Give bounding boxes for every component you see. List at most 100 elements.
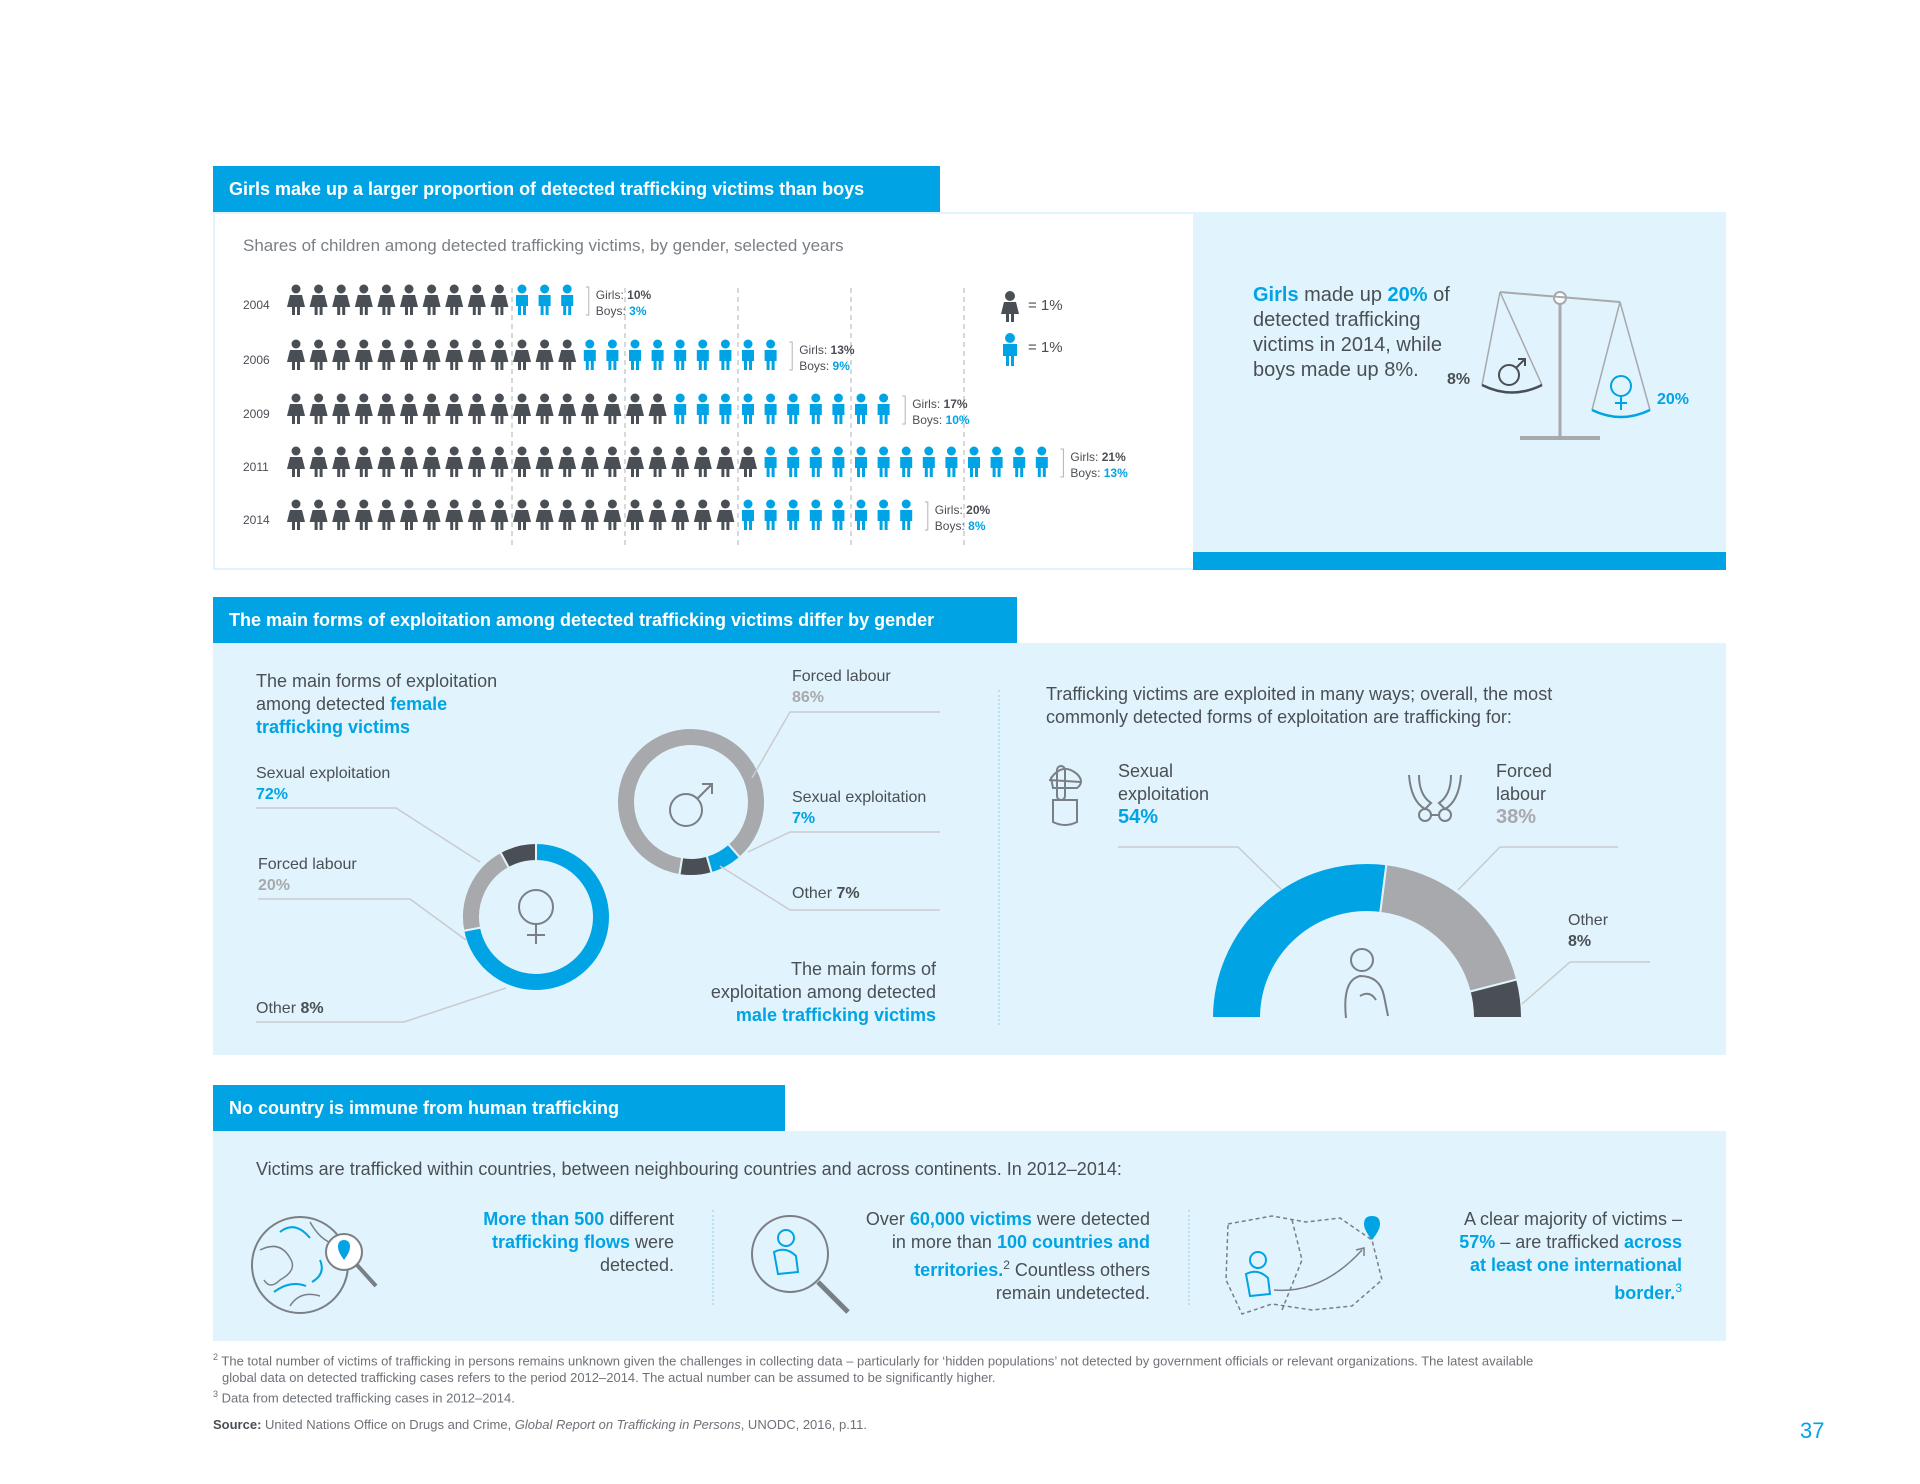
magnifier-person-icon (751, 1215, 850, 1314)
seated-person-body (1344, 974, 1389, 1019)
boys-value-label: Boys: 8% (935, 519, 986, 533)
section3-header: No country is immune from human traffick… (213, 1085, 785, 1131)
border-b4: border. (1614, 1283, 1676, 1303)
year-label-2014: 2014 (243, 513, 270, 527)
boy-icon (719, 393, 732, 424)
footnotes: 2 The total number of victims of traffic… (213, 1349, 1733, 1433)
year-label-2011: 2011 (243, 460, 269, 474)
girl-icon (558, 446, 577, 477)
girl-icon (535, 339, 554, 370)
girl-icon (309, 339, 328, 370)
overall-sexual-label2: exploitation (1118, 784, 1210, 804)
boy-icon (787, 446, 800, 477)
girl-icon (490, 499, 509, 530)
girl-icon (377, 446, 396, 477)
legend-girl-label: = 1% (1028, 297, 1063, 314)
flows-t1: different (604, 1209, 674, 1229)
victims-t5: remain undetected. (995, 1283, 1150, 1303)
row-bracket (902, 395, 906, 425)
male-other-pct: 7% (836, 885, 860, 902)
girl-icon (287, 284, 305, 315)
fn2-mark: 2 (213, 1352, 219, 1362)
boy-icon (764, 446, 777, 477)
girl-icon (513, 446, 531, 477)
row-bracket (1060, 448, 1064, 478)
overall-sexual: Sexual exploitation 54% (1118, 760, 1209, 829)
girl-icon (287, 499, 305, 530)
girl-icon (354, 446, 373, 477)
boy-icon (809, 446, 822, 477)
girl-icon (535, 393, 554, 424)
male-forced-label: Forced labour (792, 668, 891, 685)
source-label: Source: (213, 1416, 262, 1432)
overall-forced-label1: Forced (1496, 761, 1553, 781)
border-text: A clear majority of victims – 57% – are … (1380, 1208, 1682, 1305)
girl-icon (309, 284, 328, 315)
boy-icon (1035, 446, 1048, 477)
girl-icon (377, 284, 396, 315)
female-title-line1: The main forms of exploitation (256, 671, 498, 691)
scale-girls-pct: 20% (1657, 391, 1690, 408)
boy-icon (787, 499, 800, 530)
boy-icon (968, 446, 980, 477)
victims-t2: were detected (1031, 1209, 1150, 1229)
row-bracket (924, 501, 929, 531)
girls-value-label: Girls: 20% (935, 503, 991, 517)
overall-leader-line-0 (1118, 846, 1283, 891)
girl-icon (513, 499, 531, 530)
boy-icon (900, 446, 913, 477)
legend-boy-label: = 1% (1028, 339, 1063, 356)
callout-text: Girls made up 20% of detected traffickin… (1253, 283, 1453, 383)
female-other-pct: 8% (300, 1000, 324, 1017)
overall-sexual-pct: 54% (1118, 806, 1159, 828)
victims-t1: Over (865, 1209, 910, 1229)
flows-t2: were (629, 1232, 674, 1252)
girl-icon (377, 339, 396, 370)
male-forced-pct: 86% (792, 689, 825, 706)
legend-girl-icon (1001, 291, 1019, 322)
girl-icon (354, 284, 373, 315)
victims-t3: in more than (891, 1232, 997, 1252)
girl-icon (693, 446, 712, 477)
chart-subtitle: Shares of children among detected traffi… (243, 236, 844, 255)
male-slice-other (678, 854, 713, 877)
girl-icon (332, 284, 351, 315)
girl-icon (671, 446, 690, 477)
girl-icon (716, 446, 735, 477)
pictogram-row-2014 (287, 499, 913, 530)
boy-icon (877, 393, 890, 424)
girl-icon (648, 499, 667, 530)
male-other: Other 7% (792, 885, 860, 903)
row-bracket (789, 341, 793, 371)
girl-icon (648, 393, 667, 424)
boy-icon (696, 339, 709, 370)
girl-icon (400, 499, 418, 530)
fn2-line2: global data on detected trafficking case… (222, 1370, 996, 1386)
male-title-line1: The main forms of (790, 959, 936, 979)
scale-boys-pct: 8% (1447, 371, 1471, 388)
overall-other-label: Other (1568, 912, 1609, 929)
girls-value-label: Girls: 21% (1070, 450, 1126, 464)
boy-icon (809, 499, 822, 530)
section3-intro: Victims are trafficked within countries,… (256, 1159, 1122, 1179)
border-b3: at least one international (1469, 1255, 1682, 1275)
pictogram-row-2009 (287, 393, 890, 424)
girl-icon (467, 499, 486, 530)
male-leader-line-2 (719, 865, 940, 911)
girl-icon (513, 339, 531, 370)
divider-1 (712, 1210, 714, 1305)
girl-icon (332, 339, 351, 370)
male-leader-line-1 (747, 831, 940, 853)
girl-icon (354, 339, 373, 370)
girl-icon (535, 446, 554, 477)
female-other: Other 8% (256, 1000, 324, 1018)
girl-icon (445, 284, 464, 315)
boy-icon (696, 393, 709, 424)
boy-icon (877, 499, 890, 530)
boy-icon (561, 284, 574, 315)
girl-icon (287, 339, 305, 370)
overall-slice-forced-labour (1379, 863, 1519, 993)
overall-sexual-label1: Sexual (1118, 761, 1174, 781)
girl-icon (422, 393, 441, 424)
